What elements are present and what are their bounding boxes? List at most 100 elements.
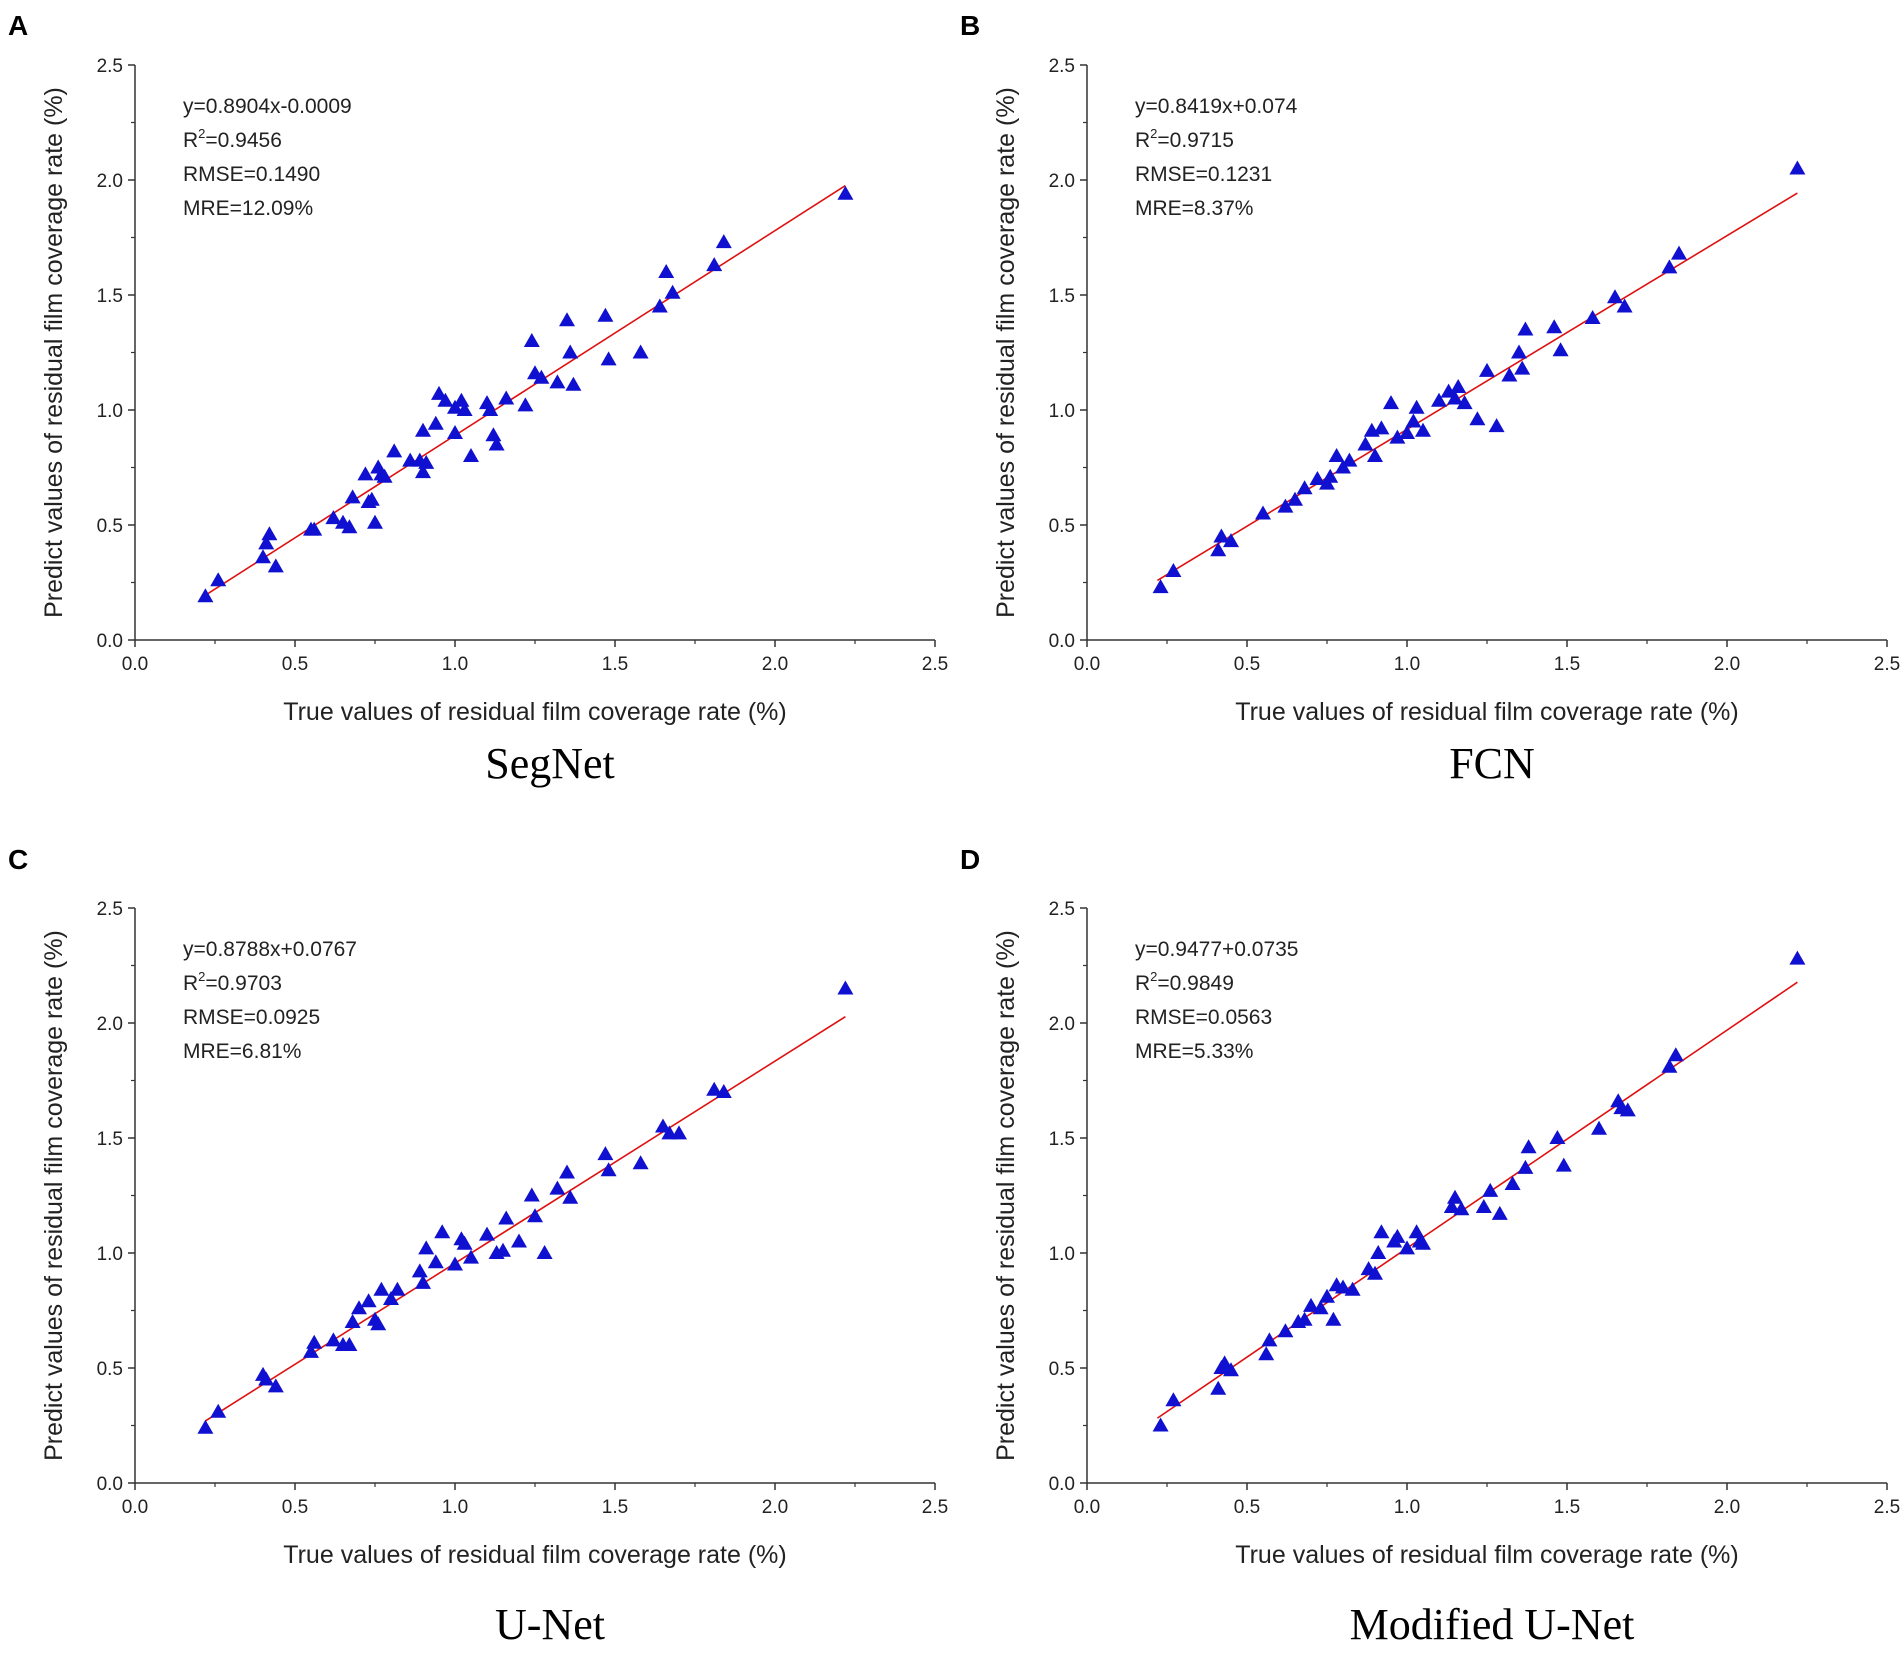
x-tick-label: 2.0 [762,654,788,675]
data-point [1216,1355,1233,1370]
data-point [523,333,540,347]
scatter-chart: 0.0 0.5 1.0 1.5 2.0 2.5 0.0 0.5 1.0 1.5 2.0 2.5 True… [992,56,1900,726]
data-point [1440,383,1457,398]
x-tick-label: 0.0 [122,1497,148,1518]
y-tick-label: 1.5 [97,1129,123,1150]
data-point [255,549,271,564]
data-point [1373,420,1390,435]
data-point [1415,422,1431,437]
data-point [1607,289,1623,304]
data-point [325,1332,342,1347]
data-point [1415,1235,1431,1250]
data-point [1619,1102,1636,1117]
r-squared-text: R2=0.9456 [183,126,282,152]
data-point [1296,1311,1313,1326]
r-squared-value: =0.9849 [1157,972,1234,995]
data-point [1322,468,1339,483]
regression-line [204,184,846,596]
r-squared-exponent: 2 [198,969,205,984]
data-point [671,1125,687,1140]
data-point [1447,1189,1463,1204]
model-caption: Modified U-Net [1349,1600,1635,1649]
x-axis-label: True values of residual film coverage ra… [283,1541,786,1569]
x-tick-label: 2.0 [1714,1497,1740,1518]
data-point [549,1180,566,1195]
data-point [1165,563,1182,577]
y-tick-label: 1.0 [1049,1244,1075,1265]
data-point [1453,1201,1470,1216]
data-point [597,307,614,322]
data-point [1213,528,1230,543]
data-point [1661,259,1678,274]
panel-b: B 0.0 0.5 1.0 1.5 2.0 2.5 0.0 0.5 1.0 1.5 2.0 2.5 Tr… [952,0,1904,829]
data-point [1616,298,1633,313]
y-tick-label: 1.5 [97,286,123,307]
data-point [1491,1205,1508,1220]
r-squared-label: R [1135,129,1150,152]
data-point [536,1245,553,1259]
data-point [427,1254,444,1269]
data-point [360,1293,377,1308]
data-point [1450,379,1467,393]
data-point [1661,1058,1678,1073]
panel-letter: A [8,10,29,41]
data-point [306,521,323,536]
y-tick-label: 2.5 [97,56,123,77]
data-point [482,402,499,416]
model-caption: U-Net [495,1600,605,1649]
data-point [258,1371,275,1386]
y-tick-label: 0.0 [97,631,123,652]
data-point [267,1378,284,1393]
data-point [658,264,675,278]
y-tick-label: 0.5 [1049,1359,1075,1380]
data-point [517,397,534,412]
x-tick-label: 2.5 [1874,1497,1900,1518]
x-tick-label: 2.0 [762,1497,788,1518]
y-tick-label: 0.5 [97,1359,123,1380]
x-tick-label: 0.0 [1074,1497,1100,1518]
data-point [1261,1332,1278,1347]
y-tick-label: 0.5 [1049,516,1075,537]
data-point [1210,1380,1227,1395]
data-point [1431,392,1447,407]
data-point [351,1300,367,1315]
y-axis-label: Predict values of residual film coverage… [40,87,68,618]
data-point [1501,367,1518,382]
mre-text: MRE=5.33% [1135,1040,1253,1063]
data-point [1389,1228,1406,1243]
y-tick-label: 0.0 [1049,1474,1075,1495]
x-tick-label: 1.0 [1394,1497,1420,1518]
data-point [434,1224,451,1239]
data-point [562,344,579,359]
rmse-text: RMSE=0.1231 [1135,163,1272,186]
y-axis-label: Predict values of residual film coverage… [992,87,1020,618]
data-point [341,519,358,534]
data-point [344,489,361,504]
data-point [370,1316,387,1331]
y-tick-label: 1.0 [97,1244,123,1265]
r-squared-text: R2=0.9703 [183,969,282,995]
data-point [488,436,505,451]
data-point [1223,533,1239,548]
data-point [1277,498,1294,513]
data-point [597,1146,614,1161]
data-point [559,1164,575,1179]
data-point [1312,1300,1329,1315]
data-point [1667,1047,1684,1062]
data-point [1165,1392,1182,1407]
data-point [456,402,473,416]
equation-text: y=0.8419x+0.074 [1135,95,1298,118]
data-point [463,1249,479,1264]
x-axis-label: True values of residual film coverage ra… [1235,1541,1738,1569]
data-point [1341,452,1358,467]
data-point [376,468,393,483]
x-tick-label: 1.0 [1394,654,1420,675]
data-point [415,464,431,479]
scatter-chart: 0.0 0.5 1.0 1.5 2.0 2.5 0.0 0.5 1.0 1.5 2.0 2.5 True… [40,899,948,1569]
y-axis-label: Predict values of residual film coverage… [40,930,68,1461]
scatter-chart: 0.0 0.5 1.0 1.5 2.0 2.5 0.0 0.5 1.0 1.5 2.0 2.5 True… [40,56,948,726]
data-point [1552,342,1569,357]
data-point [837,980,854,995]
data-point [1210,542,1227,557]
equation-text: y=0.9477+0.0735 [1135,938,1299,961]
